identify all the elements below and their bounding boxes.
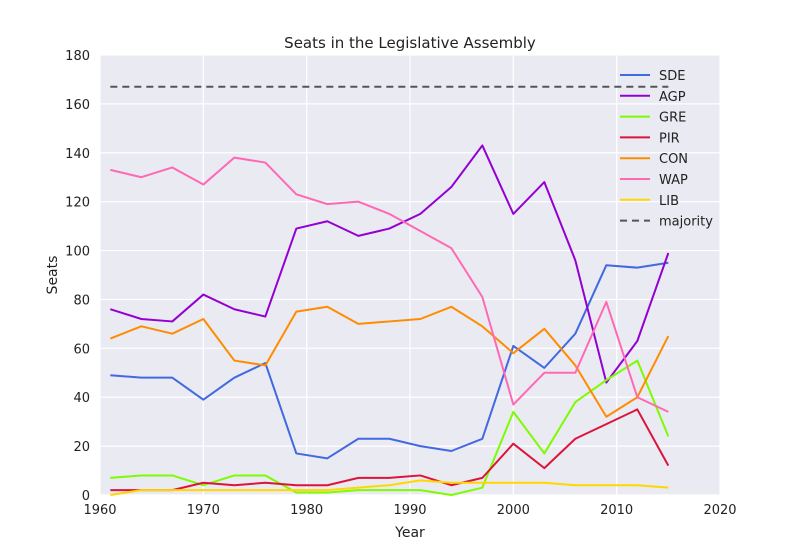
y-tick-label: 180 [65, 49, 90, 64]
y-tick-label: 20 [73, 440, 90, 455]
x-tick-label: 1970 [187, 503, 220, 518]
x-tick-label: 2020 [703, 503, 736, 518]
series-line-gre [110, 359, 670, 496]
legend-label: GRE [659, 111, 686, 126]
x-axis-label: Year [394, 525, 425, 541]
y-tick-label: 100 [65, 245, 90, 260]
chart-title: Seats in the Legislative Assembly [284, 34, 536, 52]
legend-label: CON [659, 152, 688, 167]
y-tick-label: 60 [73, 342, 90, 357]
x-tick-label: 2010 [600, 503, 633, 518]
legend-label: SDE [659, 69, 685, 84]
y-tick-label: 80 [73, 293, 90, 308]
y-tick-label: 40 [73, 391, 90, 406]
series-line-sde [110, 261, 669, 460]
x-tick-label: 1960 [83, 503, 116, 518]
legend-label: PIR [659, 131, 680, 146]
series-line-lib [110, 479, 669, 496]
y-tick-label: 140 [65, 147, 90, 162]
legend: SDE AGP GRE PIR CON WAP LIB majority [620, 69, 713, 230]
x-tick-label: 1980 [290, 503, 323, 518]
y-tick-labels: 0 20 40 60 80 100 120 140 160 180 [65, 49, 90, 504]
series-line-agp [110, 144, 670, 384]
legend-label: LIB [659, 194, 679, 209]
y-axis-label: Seats [45, 256, 61, 295]
legend-label: WAP [659, 173, 688, 188]
grid-lines [99, 54, 721, 496]
x-tick-label: 1990 [393, 503, 426, 518]
legend-label: AGP [659, 90, 686, 105]
y-tick-label: 160 [65, 98, 90, 113]
x-tick-labels: 1960 1970 1980 1990 2000 2010 2020 [83, 503, 736, 518]
series-line-wap [110, 156, 669, 413]
y-tick-label: 120 [65, 196, 90, 211]
legend-label: majority [659, 215, 713, 230]
series-lines [109, 144, 670, 496]
series-line-pir [110, 408, 670, 492]
x-tick-label: 2000 [497, 503, 530, 518]
series-line-con [109, 305, 670, 418]
y-tick-label: 0 [82, 489, 90, 504]
